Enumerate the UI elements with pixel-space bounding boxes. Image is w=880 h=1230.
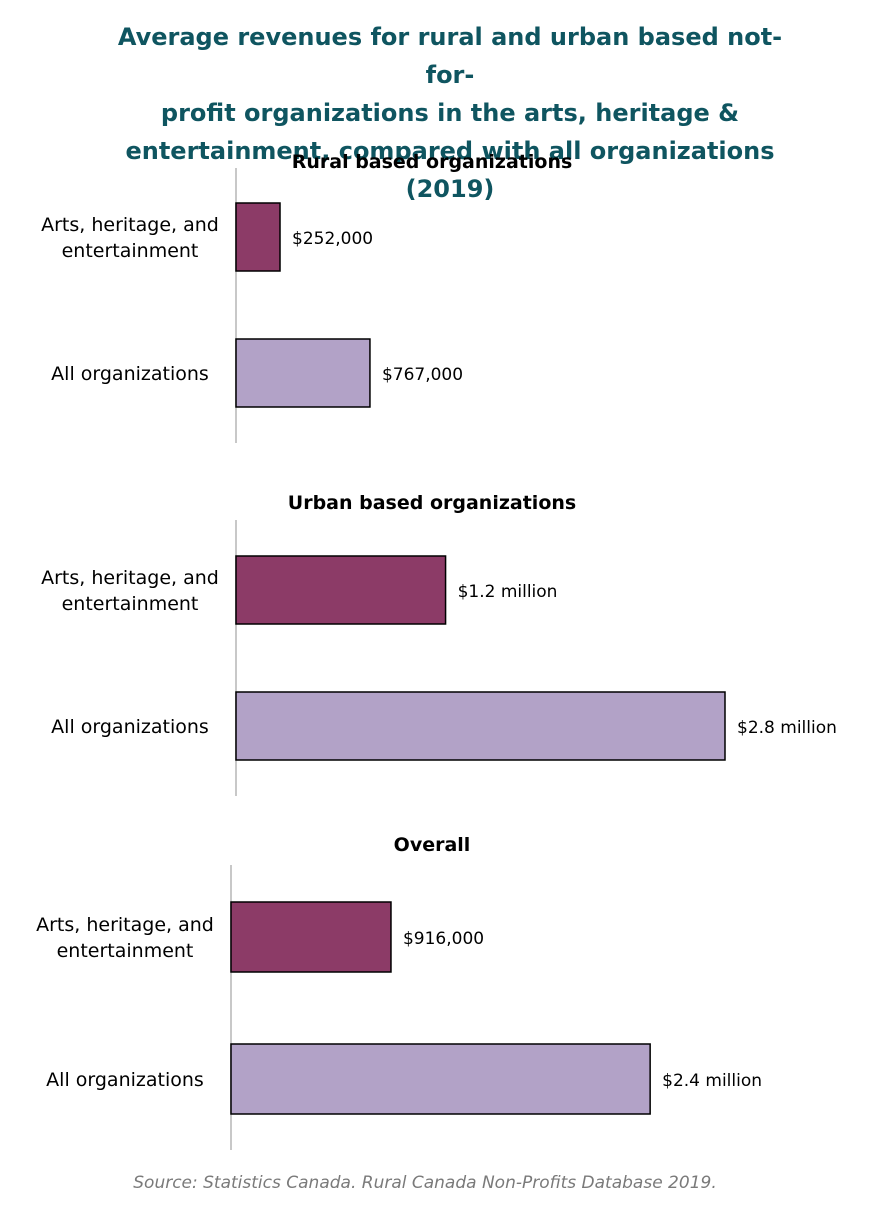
data-label: $2.8 million	[737, 718, 837, 738]
category-label-line: Arts, heritage, and	[41, 567, 219, 589]
category-label-line: All organizations	[51, 716, 209, 738]
category-label-line: All organizations	[51, 363, 209, 385]
panel-title: Overall	[394, 834, 471, 856]
chart-title-line: entertainment, compared with all organiz…	[125, 137, 775, 203]
bar	[230, 1043, 651, 1115]
data-label: $767,000	[382, 365, 463, 385]
bar	[230, 901, 392, 973]
category-label: Arts, heritage, and entertainment	[41, 567, 219, 615]
data-label: $252,000	[292, 229, 373, 249]
category-label: Arts, heritage, and entertainment	[41, 214, 219, 262]
data-label: $2.4 million	[662, 1071, 762, 1091]
panel-title: Urban based organizations	[288, 492, 576, 514]
chart-title: Average revenues for rural and urban bas…	[100, 18, 800, 208]
data-label: $916,000	[403, 929, 484, 949]
chart-title-line: profit organizations in the arts, herita…	[160, 99, 740, 127]
category-label-line: Arts, heritage, and	[41, 214, 219, 236]
category-label-line: entertainment	[57, 940, 194, 962]
chart-title-line: Average revenues for rural and urban bas…	[117, 23, 783, 89]
bar	[235, 202, 281, 272]
panel-title: Rural based organizations	[292, 151, 573, 173]
category-label-line: entertainment	[62, 593, 199, 615]
bar	[235, 555, 447, 625]
category-label: All organizations	[51, 716, 209, 738]
category-label-line: entertainment	[62, 240, 199, 262]
category-label-line: Arts, heritage, and	[36, 914, 214, 936]
source-note: Source: Statistics Canada. Rural Canada …	[133, 1173, 717, 1193]
data-label: $1.2 million	[458, 582, 558, 602]
category-label: Arts, heritage, and entertainment	[36, 914, 214, 962]
category-label-line: All organizations	[46, 1069, 204, 1091]
bar	[235, 691, 726, 761]
category-label: All organizations	[46, 1069, 204, 1091]
category-label: All organizations	[51, 363, 209, 385]
bar	[235, 338, 371, 408]
